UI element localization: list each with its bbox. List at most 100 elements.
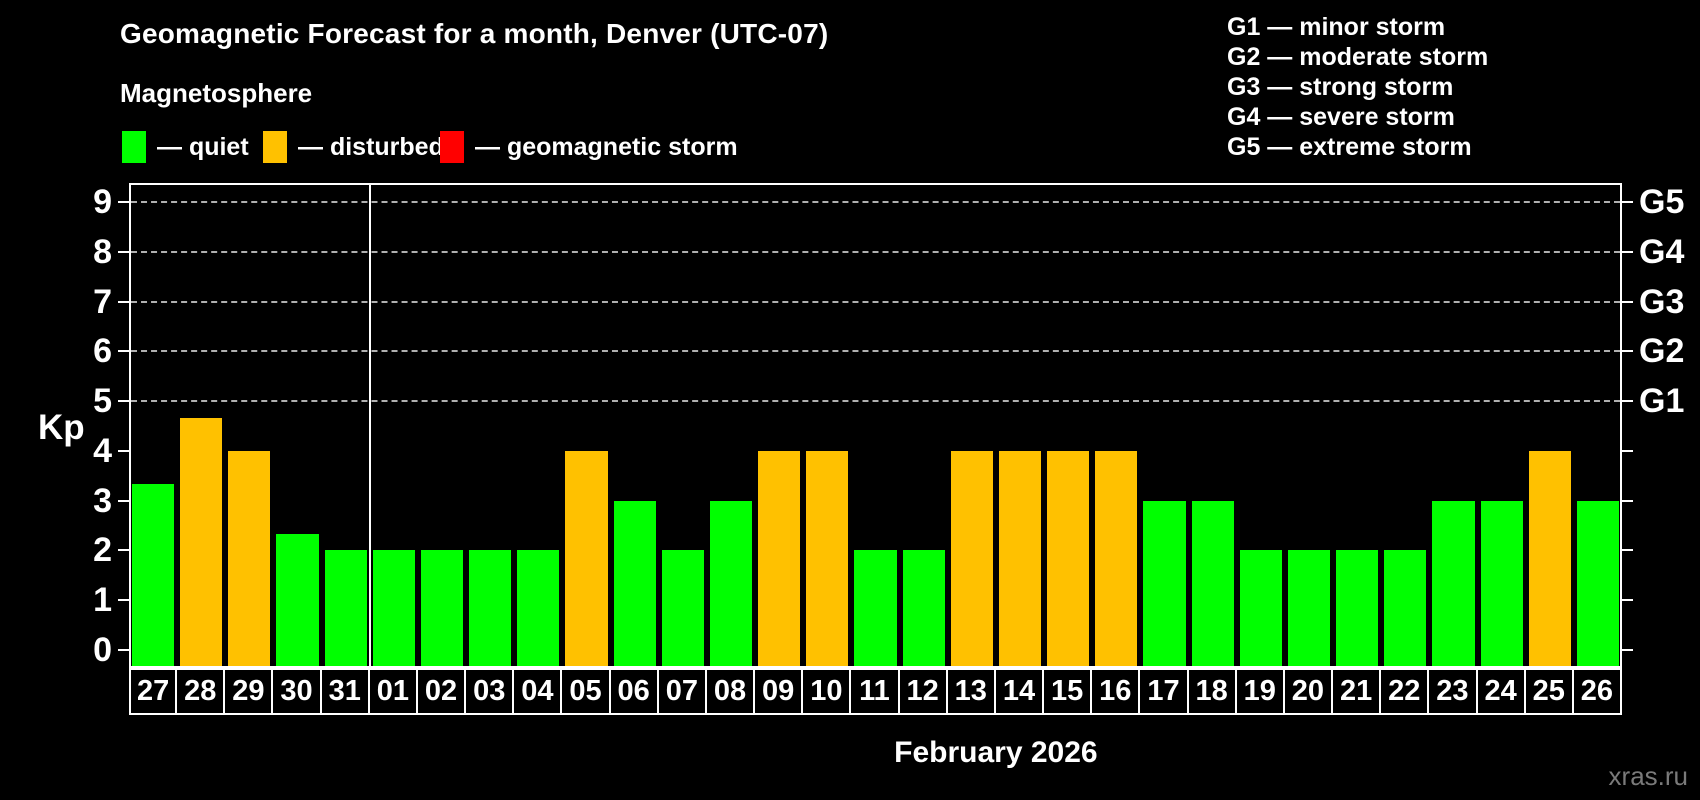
y-axis-tick — [118, 350, 129, 353]
month-separator-line — [368, 183, 371, 668]
page-title: Geomagnetic Forecast for a month, Denver… — [120, 18, 829, 49]
legend-item-storm: — geomagnetic storm — [440, 131, 738, 163]
day-label: 08 — [704, 668, 756, 715]
kp-bar — [1239, 550, 1282, 666]
x-axis-title: February 2026 — [894, 736, 1098, 769]
y-tick-label: 8 — [93, 232, 112, 271]
watermark: xras.ru — [1608, 761, 1688, 791]
y-tick-label: 0 — [93, 631, 112, 669]
kp-bar — [324, 550, 367, 666]
kp-bar — [372, 550, 415, 666]
kp-bar — [132, 484, 175, 666]
y-axis-tick — [118, 250, 129, 253]
legend-item-quiet: — quiet — [122, 131, 249, 163]
kp-bar — [1095, 450, 1138, 666]
day-label: 13 — [945, 668, 996, 715]
y-tick-label: 4 — [93, 431, 112, 470]
kp-bar — [1432, 500, 1475, 666]
g-axis-tick — [1622, 400, 1633, 403]
kp-bar — [565, 450, 608, 666]
y-axis-tick — [118, 599, 129, 602]
g-axis-tick — [1622, 449, 1633, 452]
kp-bar — [902, 550, 945, 666]
y-axis-tick — [118, 400, 129, 403]
legend-item-label: — disturbed — [298, 132, 444, 161]
magnetosphere-label: Magnetosphere — [120, 78, 313, 108]
g-scale-legend-line: G4 — severe storm — [1227, 103, 1455, 131]
y-tick-label: 1 — [93, 581, 112, 620]
quiet-color-swatch — [122, 131, 146, 163]
g-scale-legend-line: G5 — extreme storm — [1227, 133, 1472, 161]
day-label: 21 — [1331, 668, 1382, 715]
day-label: 11 — [849, 668, 900, 715]
g-axis-tick — [1622, 250, 1633, 253]
kp-bar — [420, 550, 464, 666]
legend-item-disturbed: — disturbed — [263, 131, 444, 163]
g-axis-tick — [1622, 599, 1633, 602]
day-label: 24 — [1475, 668, 1526, 715]
day-label: 06 — [608, 668, 659, 715]
gridline — [131, 250, 1620, 253]
kp-bar — [180, 417, 223, 666]
day-label: 09 — [753, 668, 804, 715]
kp-bar — [1287, 550, 1331, 666]
gridline — [131, 350, 1620, 353]
day-label: 02 — [415, 668, 467, 715]
day-label: 31 — [319, 668, 370, 715]
kp-bar — [1047, 450, 1090, 666]
y-axis-title: Kp — [38, 408, 85, 447]
day-label: 27 — [129, 668, 178, 715]
kp-bar — [276, 534, 319, 666]
kp-bar — [469, 550, 512, 666]
g-axis-tick — [1622, 499, 1633, 502]
kp-bar — [854, 550, 897, 666]
g-axis-tick — [1622, 200, 1633, 203]
g-axis-tick — [1622, 300, 1633, 303]
g-axis-tick — [1622, 350, 1633, 353]
kp-bar — [709, 500, 753, 666]
day-label: 05 — [560, 668, 611, 715]
day-label: 17 — [1138, 668, 1189, 715]
g-axis-label: G2 — [1639, 332, 1685, 371]
gridline — [131, 200, 1620, 203]
y-tick-label: 7 — [93, 282, 112, 321]
g-axis-tick — [1622, 549, 1633, 552]
gridline — [131, 300, 1620, 303]
kp-bar — [1143, 500, 1186, 666]
g-axis-label: G4 — [1639, 232, 1685, 271]
y-axis-tick — [118, 300, 129, 303]
gridline — [131, 400, 1620, 403]
g-axis-label: G5 — [1639, 182, 1685, 221]
y-tick-label: 5 — [93, 382, 112, 421]
storm-color-swatch — [440, 131, 464, 163]
day-label: 16 — [1090, 668, 1141, 715]
y-tick-label: 2 — [93, 531, 112, 570]
kp-bar — [758, 450, 801, 666]
day-label: 23 — [1427, 668, 1478, 715]
y-axis-tick — [118, 649, 129, 651]
g-axis-label: G3 — [1639, 282, 1685, 321]
day-label: 28 — [175, 668, 226, 715]
y-tick-label: 9 — [93, 182, 112, 221]
kp-bar — [1191, 500, 1234, 666]
y-axis-tick — [118, 449, 129, 452]
day-label: 30 — [271, 668, 322, 715]
kp-bar — [228, 450, 271, 666]
g-axis-label: G1 — [1639, 382, 1685, 421]
y-axis-tick — [118, 499, 129, 502]
kp-bar — [613, 500, 656, 666]
g-scale-legend-line: G2 — moderate storm — [1227, 43, 1489, 71]
kp-bar — [1480, 500, 1523, 666]
day-label: 19 — [1234, 668, 1285, 715]
kp-bar — [661, 550, 704, 666]
kp-bar — [950, 450, 993, 666]
legend-item-label: — geomagnetic storm — [475, 132, 738, 161]
g-axis-tick — [1622, 649, 1633, 651]
day-label: 04 — [512, 668, 563, 715]
g-scale-legend-line: G1 — minor storm — [1227, 13, 1446, 41]
kp-bar — [1336, 550, 1379, 666]
y-axis-tick — [118, 200, 129, 203]
g-scale-legend: G1 — minor storm G2 — moderate storm G3 … — [1227, 12, 1488, 162]
day-label: 18 — [1186, 668, 1237, 715]
